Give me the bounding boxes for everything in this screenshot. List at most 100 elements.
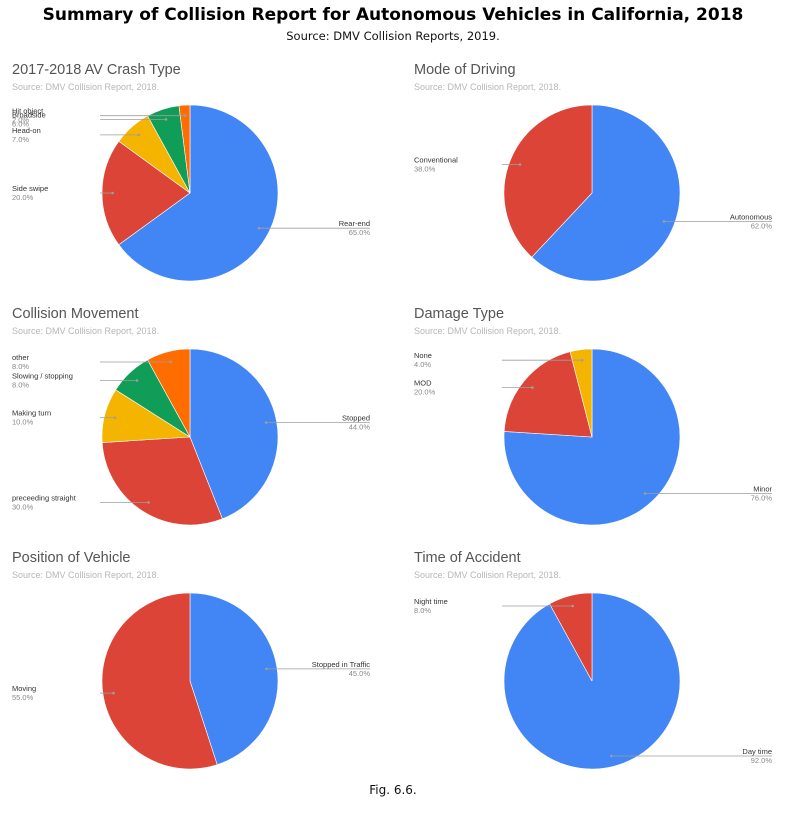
slice-label: Head-on [12, 126, 41, 135]
slice-value: 6.0% [12, 119, 29, 128]
slice-value: 62.0% [751, 222, 773, 231]
slice-label: Stopped [342, 414, 370, 423]
leader-dot [183, 114, 187, 117]
pie-slice-night-time[interactable] [549, 592, 593, 682]
pie-slice-other[interactable] [147, 348, 191, 438]
leader-dot [571, 604, 574, 608]
damage-type-chart: Minor 76.0% MOD 20.0% None 4.0% Damage Type S… [402, 306, 786, 551]
slice-label: Rear-end [339, 219, 370, 228]
slice-label: Slowing / stopping [12, 372, 73, 381]
slice-label: Making turn [12, 409, 51, 418]
leader-dot [265, 667, 268, 671]
slice-value: 38.0% [414, 165, 436, 174]
pie-slice-preceeding-straight[interactable] [101, 436, 223, 526]
leader-dot [147, 501, 150, 504]
slice-value: 65.0% [349, 228, 371, 237]
slice-value: 7.0% [12, 135, 29, 144]
slice-label: Day time [742, 747, 772, 756]
leader-dot [137, 133, 141, 137]
leader-dot [531, 386, 534, 389]
slice-label: Stopped in Traffic [312, 660, 370, 669]
time-of-accident-chart: Day time 92.0% Night time 8.0% Time of Acci… [402, 550, 786, 795]
leader-dot [135, 379, 139, 382]
pie-slice-stopped-in-traffic[interactable] [189, 592, 279, 766]
position-of-vehicle-chart: Stopped in Traffic 45.0% Moving 55.0% Posit… [0, 550, 390, 795]
leader-dot [518, 163, 522, 166]
chart-source: Source: DMV Collision Report, 2018. [12, 326, 160, 336]
chart-title: Damage Type [414, 306, 505, 322]
slice-value: 55.0% [12, 693, 34, 702]
slice-label: Moving [12, 684, 36, 693]
chart-title: Position of Vehicle [12, 550, 131, 566]
leader-dot [169, 360, 172, 364]
pie-slice-hit-object[interactable] [178, 104, 191, 194]
pie-slice-none[interactable] [569, 348, 593, 438]
chart-title: Time of Accident [414, 550, 521, 566]
leader-dot [643, 492, 647, 495]
chart-source: Source: DMV Collision Report, 2018. [12, 82, 160, 92]
leader-dot [662, 220, 666, 223]
chart-source: Source: DMV Collision Report, 2018. [414, 326, 562, 336]
chart-title: 2017-2018 AV Crash Type [12, 62, 181, 78]
chart-title: Mode of Driving [414, 62, 516, 78]
slice-label: Broadside [12, 110, 46, 119]
slice-value: 20.0% [12, 193, 34, 202]
figure-title: Summary of Collision Report for Autonomo… [42, 5, 744, 25]
leader-dot [113, 416, 117, 419]
slice-value: 8.0% [12, 381, 29, 390]
pie-slice-rear-end[interactable] [118, 104, 279, 282]
slice-label: Autonomous [730, 213, 772, 222]
figure-caption: Fig. 6.6. [369, 783, 417, 797]
slice-value: 20.0% [414, 388, 436, 397]
chart-source: Source: DMV Collision Report, 2018. [12, 570, 160, 580]
pie-slice-moving[interactable] [101, 592, 218, 770]
pie-slice-mod[interactable] [503, 351, 593, 438]
leader-dot [610, 754, 613, 758]
slice-label: other [12, 353, 30, 362]
figure-subtitle: Source: DMV Collision Reports, 2019. [286, 29, 500, 43]
chart-title: Collision Movement [12, 306, 139, 322]
leader-dot [581, 358, 584, 362]
chart-source: Source: DMV Collision Report, 2018. [414, 82, 562, 92]
leader-dot [264, 421, 268, 424]
slice-value: 2.0% [12, 116, 29, 125]
slice-label: preceeding straight [12, 493, 77, 502]
pie-slice-autonomous[interactable] [531, 104, 681, 282]
crash-type-chart: Rear-end 65.0% Side swipe 20.0% Head-on 7.0% B… [0, 62, 390, 307]
slice-value: 45.0% [349, 669, 371, 678]
slice-label: Minor [753, 485, 772, 494]
slice-value: 30.0% [12, 502, 34, 511]
leader-dot [112, 691, 115, 695]
slice-label: Hit object [12, 107, 44, 116]
pie-slice-stopped[interactable] [189, 348, 279, 520]
mode-of-driving-chart: Autonomous 62.0% Conventional 38.0% Mode of… [402, 62, 786, 307]
chart-source: Source: DMV Collision Report, 2018. [414, 570, 562, 580]
pie-slice-conventional[interactable] [503, 104, 593, 258]
leader-dot [111, 191, 114, 195]
slice-label: Conventional [414, 156, 458, 165]
slice-value: 10.0% [12, 418, 34, 427]
slice-label: MOD [414, 379, 432, 388]
slice-value: 8.0% [414, 606, 431, 615]
leader-dot [164, 118, 168, 121]
